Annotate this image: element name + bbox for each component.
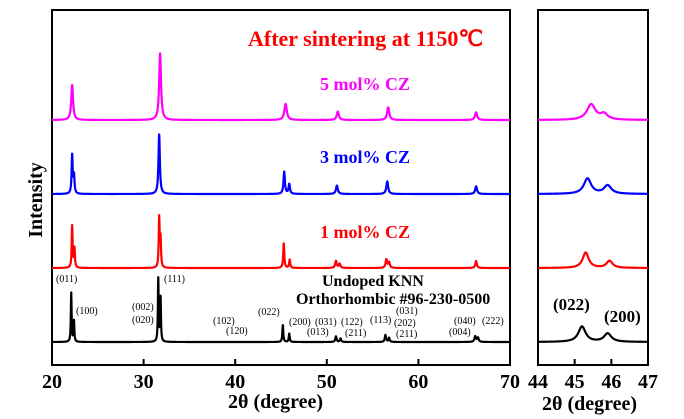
trace-inset-series-1 — [537, 177, 649, 195]
trace-main-series-1 — [51, 133, 511, 196]
x-tick-label-inset-45: 45 — [565, 371, 585, 393]
trace-main-series-2 — [51, 214, 511, 270]
hkl-113: (113) — [370, 315, 391, 326]
hkl-202: (202) — [394, 318, 416, 329]
x-tick-label-inset-46: 46 — [601, 371, 621, 393]
hkl-111: (111) — [164, 274, 185, 285]
trace-inset-series-2 — [537, 251, 649, 269]
x-tick-label-main-40: 40 — [225, 371, 245, 393]
hkl-222: (222) — [482, 316, 504, 327]
trace-main-series-0 — [51, 52, 511, 122]
main-plot-frame — [51, 9, 511, 366]
hkl-002: (002) — [132, 302, 154, 313]
x-tick-label-main-30: 30 — [134, 371, 154, 393]
inset-plot-frame — [537, 9, 649, 366]
trace-inset-series-3 — [537, 325, 649, 343]
hkl-031a: (031) — [315, 317, 337, 328]
ticks: 20 30 40 50 60 70 44 45 46 47 — [42, 359, 658, 393]
trace-inset-series-0 — [537, 102, 649, 121]
inset-label-022: (022) — [553, 295, 590, 314]
reference-label: Orthorhombic #96-230-0500 — [296, 291, 490, 308]
hkl-120: (120) — [226, 326, 248, 337]
hkl-004: (004) — [449, 327, 471, 338]
hkl-011: (011) — [56, 274, 77, 285]
series-label-undoped: Undoped KNN — [322, 273, 424, 290]
x-tick-label-inset-44: 44 — [528, 371, 548, 393]
y-axis-title: Intensity — [25, 162, 47, 238]
x-tick-label-main-50: 50 — [317, 371, 337, 393]
series-label-5mol: 5 mol% CZ — [320, 74, 410, 94]
x-tick-label-main-20: 20 — [42, 371, 62, 393]
x-tick-label-main-70: 70 — [500, 371, 520, 393]
hkl-040: (040) — [454, 316, 476, 327]
x-tick-label-main-60: 60 — [408, 371, 428, 393]
hkl-013: (013) — [307, 327, 329, 338]
x-axis-title-inset: 2θ (degree) — [542, 393, 637, 415]
hkl-122: (122) — [341, 317, 363, 328]
hkl-211b: (211) — [396, 329, 417, 340]
hkl-102: (102) — [213, 316, 235, 327]
hkl-022: (022) — [258, 307, 280, 318]
hkl-211a: (211) — [345, 328, 366, 339]
series-label-3mol: 3 mol% CZ — [320, 147, 410, 167]
trace-main-series-3 — [51, 276, 511, 344]
x-tick-label-inset-47: 47 — [638, 371, 658, 393]
series-label-1mol: 1 mol% CZ — [320, 222, 410, 242]
inset-label-200: (200) — [604, 307, 641, 326]
x-axis-title-main: 2θ (degree) — [228, 391, 323, 413]
hkl-020: (020) — [132, 315, 154, 326]
traces — [51, 52, 649, 344]
hkl-200: (200) — [289, 317, 311, 328]
hkl-031b: (031) — [396, 306, 418, 317]
hkl-100: (100) — [76, 306, 98, 317]
chart-title: After sintering at 1150℃ — [248, 26, 483, 51]
